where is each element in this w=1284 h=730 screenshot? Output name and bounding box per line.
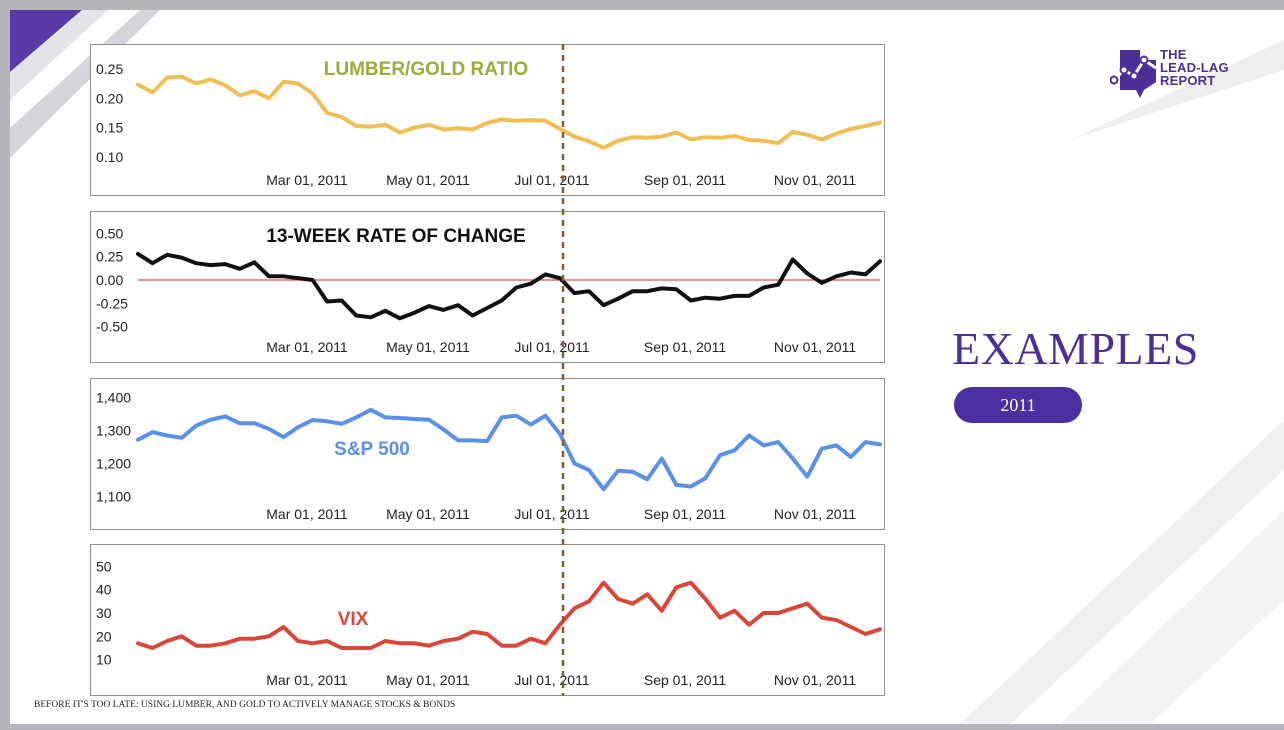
sp500-chart: 1,400 1,300 1,200 1,100 Mar 01, 2011 May 01, …: [96, 390, 882, 522]
y-tick-label: 1,400: [96, 390, 131, 406]
sp500-panel: 1,400 1,300 1,200 1,100 Mar 01, 2011 May 01, …: [90, 378, 885, 530]
x-tick-label: Nov 01, 2011: [774, 339, 856, 355]
lead-lag-logo: THE LEAD-LAG REPORT: [1110, 46, 1230, 102]
y-tick-label: 40: [96, 582, 112, 598]
vix-panel: 50 40 30 20 10 Mar 01, 2011 May 01, 2011 Jul 01…: [90, 544, 885, 696]
bottom-frame-bar: [0, 724, 1284, 730]
y-tick-label: 20: [96, 628, 112, 644]
y-tick-label: 1,300: [96, 423, 131, 439]
rate-of-change-panel: 0.50 0.25 0.00 -0.25 -0.50 Mar 01, 2011 May 01…: [90, 211, 885, 363]
x-tick-label: Mar 01, 2011: [266, 172, 348, 188]
x-tick-label: Jul 01, 2011: [514, 339, 589, 355]
y-tick-label: 0.00: [96, 272, 123, 288]
lumber-gold-panel: 0.25 0.20 0.15 0.10 Mar 01, 2011 May 01, 2011…: [90, 44, 885, 196]
x-tick-label: Jul 01, 2011: [514, 672, 589, 688]
year-badge: 2011: [954, 387, 1082, 423]
x-tick-label: Mar 01, 2011: [266, 506, 348, 522]
y-tick-label: 1,200: [96, 455, 131, 471]
x-tick-label: May 01, 2011: [386, 506, 470, 522]
x-tick-label: Sep 01, 2011: [644, 672, 726, 688]
chart-title: VIX: [338, 609, 369, 630]
x-tick-label: May 01, 2011: [386, 172, 470, 188]
y-tick-label: 0.25: [96, 249, 123, 265]
left-frame-bar: [0, 0, 10, 730]
top-frame-bar: [0, 0, 1284, 10]
y-tick-label: 0.25: [96, 61, 123, 77]
vix-chart: 50 40 30 20 10 Mar 01, 2011 May 01, 2011 Jul 01…: [96, 558, 882, 688]
chart-title: 13-WEEK RATE OF CHANGE: [266, 226, 525, 247]
x-tick-label: Mar 01, 2011: [266, 339, 348, 355]
y-tick-label: 50: [96, 558, 112, 574]
x-tick-label: Jul 01, 2011: [514, 172, 589, 188]
x-tick-label: Nov 01, 2011: [774, 172, 856, 188]
x-tick-label: May 01, 2011: [386, 672, 470, 688]
y-tick-label: 10: [96, 652, 112, 668]
y-tick-label: 0.50: [96, 225, 123, 241]
x-tick-label: Sep 01, 2011: [644, 506, 726, 522]
chart-title: S&P 500: [334, 439, 410, 460]
x-tick-label: Sep 01, 2011: [644, 339, 726, 355]
x-tick-label: May 01, 2011: [386, 339, 470, 355]
y-tick-label: 1,100: [96, 488, 131, 504]
chart-line-logo-icon: [1110, 50, 1157, 98]
y-tick-label: -0.25: [96, 295, 128, 311]
section-title: EXAMPLES: [952, 323, 1199, 374]
y-tick-label: 30: [96, 605, 112, 621]
y-tick-label: 0.10: [96, 149, 123, 165]
logo-text: THE LEAD-LAG REPORT: [1160, 48, 1230, 87]
logo-line-2: LEAD-LAG: [1160, 60, 1229, 75]
lumber-gold-chart: 0.25 0.20 0.15 0.10 Mar 01, 2011 May 01, 2011…: [96, 59, 882, 188]
x-tick-label: Nov 01, 2011: [774, 506, 856, 522]
y-tick-label: 0.15: [96, 120, 123, 136]
series-line: [136, 407, 882, 492]
x-tick-label: Jul 01, 2011: [514, 506, 589, 522]
series-line: [136, 580, 882, 650]
x-tick-label: Nov 01, 2011: [774, 672, 856, 688]
logo-line-1: THE: [1160, 47, 1187, 62]
chart-title: LUMBER/GOLD RATIO: [324, 59, 528, 80]
x-tick-label: Sep 01, 2011: [644, 172, 726, 188]
series-line: [136, 251, 882, 321]
x-tick-label: Mar 01, 2011: [266, 672, 348, 688]
footer-text: BEFORE IT'S TOO LATE: USING LUMBER, AND …: [34, 700, 456, 710]
y-tick-label: 0.20: [96, 90, 123, 106]
series-line: [136, 74, 882, 150]
y-tick-label: -0.50: [96, 319, 128, 335]
rate-of-change-chart: 0.50 0.25 0.00 -0.25 -0.50 Mar 01, 2011 May 01…: [96, 225, 882, 355]
logo-line-3: REPORT: [1160, 73, 1216, 88]
